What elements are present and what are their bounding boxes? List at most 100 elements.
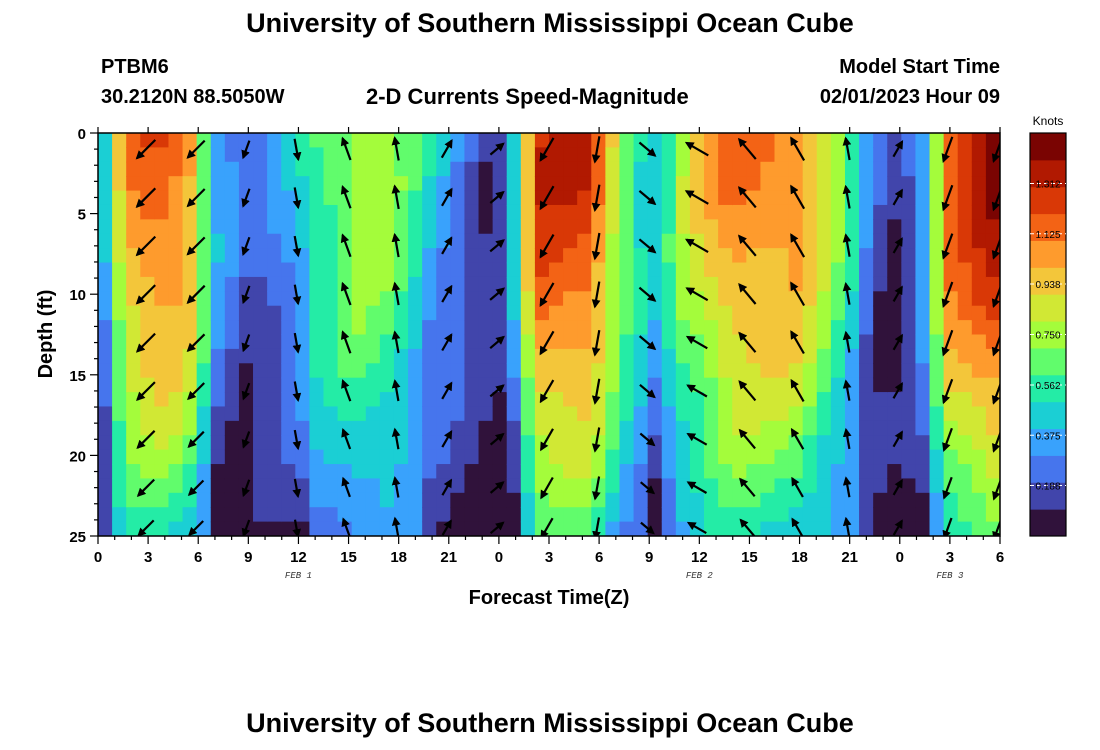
heatmap-cell: [802, 464, 818, 480]
heatmap-cell: [774, 406, 790, 422]
heatmap-cell: [985, 406, 1000, 422]
heatmap-cell: [210, 377, 226, 393]
heatmap-cell: [309, 147, 325, 163]
heatmap-cell: [168, 464, 184, 480]
heatmap-cell: [929, 262, 945, 278]
heatmap-cell: [549, 147, 564, 163]
heatmap-cell: [901, 464, 917, 480]
heatmap-cell: [379, 320, 395, 336]
heatmap-cell: [140, 147, 155, 163]
heatmap-cell: [563, 305, 578, 321]
heatmap-cell: [830, 377, 846, 393]
heatmap-cell: [112, 262, 127, 278]
heatmap-cell: [422, 248, 437, 264]
heatmap-cell: [295, 464, 310, 480]
heatmap-cell: [605, 392, 621, 408]
current-arrow: [892, 188, 903, 206]
heatmap-cell: [422, 420, 437, 436]
heatmap-cell: [957, 363, 973, 379]
heatmap-cell: [746, 334, 761, 350]
heatmap-cell: [971, 478, 987, 494]
heatmap-cell: [844, 348, 860, 364]
current-arrow: [991, 430, 1000, 453]
heatmap-cell: [901, 262, 917, 278]
heatmap-cell: [718, 320, 733, 336]
heatmap-cell: [577, 219, 592, 235]
current-arrow: [842, 427, 852, 450]
heatmap-cell: [887, 348, 902, 364]
heatmap-cell: [210, 190, 226, 206]
heatmap-cell: [450, 449, 466, 465]
current-arrow: [892, 285, 903, 302]
heatmap-cell: [323, 176, 339, 192]
heatmap-cell: [478, 233, 494, 249]
current-arrow: [292, 429, 302, 451]
heatmap-cell: [619, 233, 635, 249]
current-arrow: [842, 379, 852, 401]
heatmap-cell: [98, 276, 113, 292]
heatmap-cell: [422, 233, 437, 249]
heatmap-cell: [323, 262, 339, 278]
heatmap-cell: [210, 291, 226, 307]
heatmap-cell: [760, 176, 776, 192]
heatmap-cell: [816, 161, 832, 177]
x-tick-label: 6: [595, 549, 603, 566]
heatmap-cell: [689, 363, 705, 379]
heatmap-cell: [224, 420, 240, 436]
heatmap-cell: [689, 449, 705, 465]
heatmap-cell: [605, 161, 621, 177]
heatmap-cell: [943, 262, 959, 278]
current-arrow: [391, 330, 401, 354]
heatmap-cell: [450, 377, 466, 393]
heatmap-cell: [210, 478, 226, 494]
heatmap-cell: [253, 176, 268, 192]
heatmap-cell: [816, 377, 832, 393]
current-arrow: [340, 185, 352, 209]
heatmap-cell: [351, 262, 367, 278]
heatmap-cell: [774, 219, 790, 235]
heatmap-cell: [830, 204, 846, 220]
heatmap-cell: [379, 248, 395, 264]
heatmap-cell: [591, 334, 606, 350]
heatmap-cell: [563, 147, 578, 163]
heatmap-cell: [506, 392, 522, 408]
heatmap-cell: [464, 233, 480, 249]
heatmap-cell: [182, 219, 198, 235]
heatmap-cell: [126, 133, 141, 148]
heatmap-cell: [450, 147, 466, 163]
heatmap-cell: [802, 147, 818, 163]
heatmap-cell: [647, 449, 663, 465]
heatmap-cell: [154, 262, 170, 278]
heatmap-cell: [351, 449, 367, 465]
heatmap-cell: [774, 147, 790, 163]
heatmap-cell: [774, 449, 790, 465]
heatmap-cell: [985, 305, 1000, 321]
heatmap-cell: [929, 190, 945, 206]
heatmap-cell: [450, 219, 466, 235]
heatmap-cell: [704, 320, 719, 336]
heatmap-cell: [154, 449, 170, 465]
heatmap-cell: [746, 176, 761, 192]
heatmap-cell: [844, 305, 860, 321]
heatmap-cell: [365, 147, 381, 163]
current-arrow: [186, 188, 206, 208]
heatmap-cell: [816, 449, 832, 465]
heatmap-cell: [154, 161, 170, 177]
heatmap-cell: [591, 478, 606, 494]
heatmap-cell: [647, 176, 663, 192]
heatmap-cell: [492, 248, 508, 264]
heatmap-cell: [365, 377, 381, 393]
heatmap-cell: [210, 449, 226, 465]
heatmap-cell: [985, 420, 1000, 436]
heatmap-cell: [704, 420, 719, 436]
heatmap-cell: [957, 521, 973, 536]
heatmap-cell: [802, 276, 818, 292]
heatmap-cell: [224, 190, 240, 206]
heatmap-cell: [295, 176, 310, 192]
heatmap-cell: [196, 176, 212, 192]
heatmap-cell: [830, 161, 846, 177]
heatmap-cell: [901, 420, 917, 436]
heatmap-cell: [210, 492, 226, 508]
heatmap-cell: [971, 406, 987, 422]
current-arrow: [441, 187, 453, 207]
